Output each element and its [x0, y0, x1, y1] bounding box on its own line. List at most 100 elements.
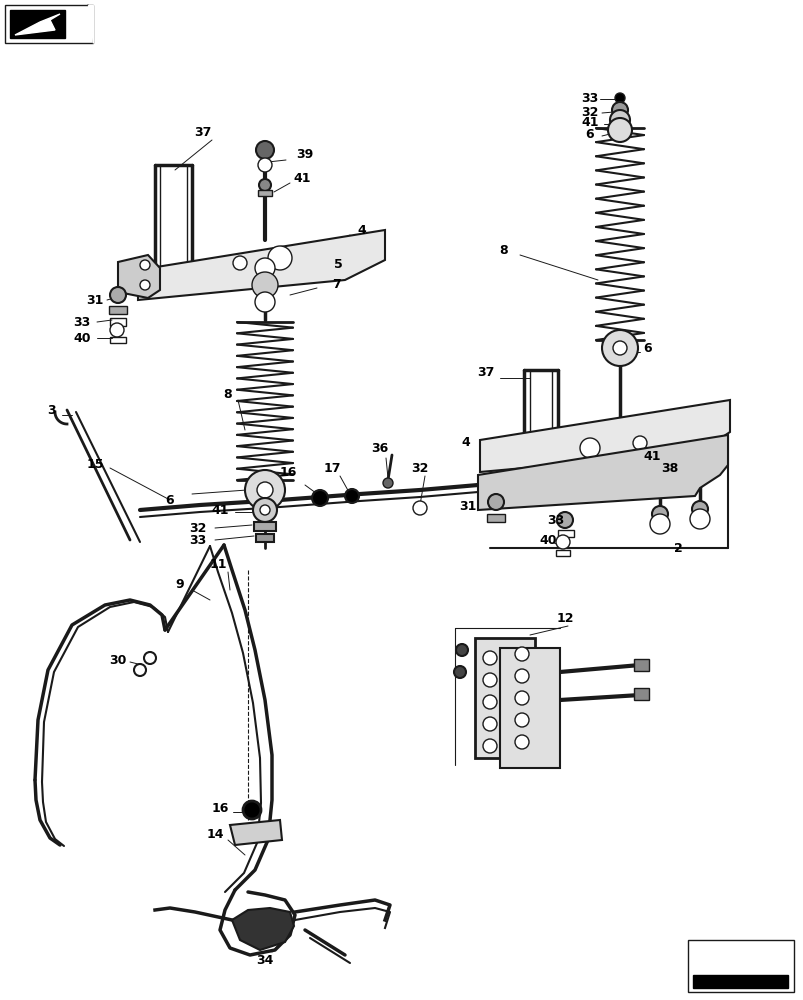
- Bar: [634, 688, 648, 700]
- Circle shape: [454, 666, 466, 678]
- Text: 33: 33: [547, 514, 564, 526]
- Text: 31: 31: [459, 499, 476, 512]
- Text: 9: 9: [176, 578, 184, 591]
- Text: 8: 8: [499, 243, 507, 256]
- Polygon shape: [232, 908, 294, 950]
- Bar: [110, 337, 126, 343]
- Text: 40: 40: [73, 332, 91, 344]
- Circle shape: [614, 93, 624, 103]
- Circle shape: [258, 158, 271, 172]
- Circle shape: [267, 246, 291, 270]
- Text: 32: 32: [581, 105, 598, 118]
- Circle shape: [556, 535, 569, 549]
- Circle shape: [689, 509, 709, 529]
- Circle shape: [579, 438, 599, 458]
- Circle shape: [487, 494, 503, 510]
- Text: 37: 37: [194, 125, 211, 138]
- Circle shape: [144, 652, 156, 664]
- Circle shape: [344, 489, 359, 503]
- Circle shape: [259, 505, 270, 515]
- Polygon shape: [692, 975, 787, 988]
- Text: 15: 15: [86, 458, 104, 472]
- Circle shape: [259, 179, 271, 191]
- Text: 6: 6: [165, 493, 174, 506]
- Circle shape: [483, 651, 496, 665]
- Circle shape: [609, 110, 630, 130]
- Bar: [556, 550, 569, 556]
- Circle shape: [556, 512, 573, 528]
- Text: 6: 6: [585, 128, 593, 141]
- Text: 3: 3: [47, 403, 56, 416]
- Polygon shape: [230, 820, 282, 845]
- Polygon shape: [138, 230, 385, 300]
- Bar: [258, 190, 271, 196]
- Circle shape: [243, 801, 261, 819]
- Text: 32: 32: [411, 462, 428, 475]
- Bar: [487, 514, 504, 522]
- Text: 30: 30: [109, 654, 127, 666]
- Text: 37: 37: [477, 365, 494, 378]
- Polygon shape: [479, 400, 729, 472]
- Text: 40: 40: [539, 534, 556, 546]
- Text: 16: 16: [211, 802, 228, 814]
- Circle shape: [483, 739, 496, 753]
- Bar: [499, 648, 560, 768]
- Circle shape: [382, 478, 393, 488]
- Circle shape: [110, 287, 126, 303]
- Circle shape: [255, 292, 275, 312]
- Circle shape: [515, 647, 528, 661]
- Text: 38: 38: [661, 462, 678, 475]
- Circle shape: [255, 258, 275, 278]
- Text: 11: 11: [209, 558, 226, 572]
- Circle shape: [515, 713, 528, 727]
- Circle shape: [483, 695, 496, 709]
- Polygon shape: [15, 14, 60, 35]
- Circle shape: [515, 669, 528, 683]
- Text: 41: 41: [581, 116, 598, 129]
- Bar: [557, 530, 573, 537]
- Bar: [109, 306, 127, 314]
- Text: 16: 16: [279, 466, 296, 479]
- Circle shape: [140, 280, 150, 290]
- Bar: [254, 522, 275, 531]
- Text: 41: 41: [211, 504, 229, 516]
- Circle shape: [612, 341, 626, 355]
- Circle shape: [110, 323, 124, 337]
- Text: 4: 4: [357, 224, 366, 236]
- Text: 5: 5: [333, 258, 342, 271]
- Text: 4: 4: [461, 436, 470, 448]
- Circle shape: [255, 141, 274, 159]
- Circle shape: [413, 501, 426, 515]
- Text: 8: 8: [223, 388, 232, 401]
- Text: 36: 36: [371, 442, 388, 454]
- Text: 33: 33: [73, 316, 91, 328]
- Circle shape: [515, 691, 528, 705]
- Text: 32: 32: [189, 522, 206, 534]
- Circle shape: [134, 664, 146, 676]
- Text: 41: 41: [293, 172, 311, 184]
- Circle shape: [312, 490, 328, 506]
- Text: 17: 17: [323, 462, 340, 475]
- Circle shape: [253, 498, 277, 522]
- Circle shape: [691, 501, 707, 517]
- Text: 31: 31: [86, 294, 104, 306]
- Text: 41: 41: [642, 450, 660, 462]
- Circle shape: [257, 482, 273, 498]
- Circle shape: [140, 260, 150, 270]
- Circle shape: [649, 514, 669, 534]
- Circle shape: [651, 506, 667, 522]
- Polygon shape: [118, 255, 160, 298]
- Circle shape: [611, 102, 627, 118]
- Text: 7: 7: [332, 278, 341, 292]
- Text: 2: 2: [673, 542, 682, 554]
- Polygon shape: [88, 5, 93, 43]
- Polygon shape: [478, 435, 727, 510]
- Bar: [110, 318, 126, 326]
- Text: 14: 14: [206, 828, 223, 842]
- Bar: [475, 638, 534, 758]
- Polygon shape: [10, 10, 65, 38]
- Circle shape: [601, 330, 638, 366]
- Circle shape: [233, 256, 247, 270]
- Text: 39: 39: [296, 148, 313, 161]
- Circle shape: [632, 436, 646, 450]
